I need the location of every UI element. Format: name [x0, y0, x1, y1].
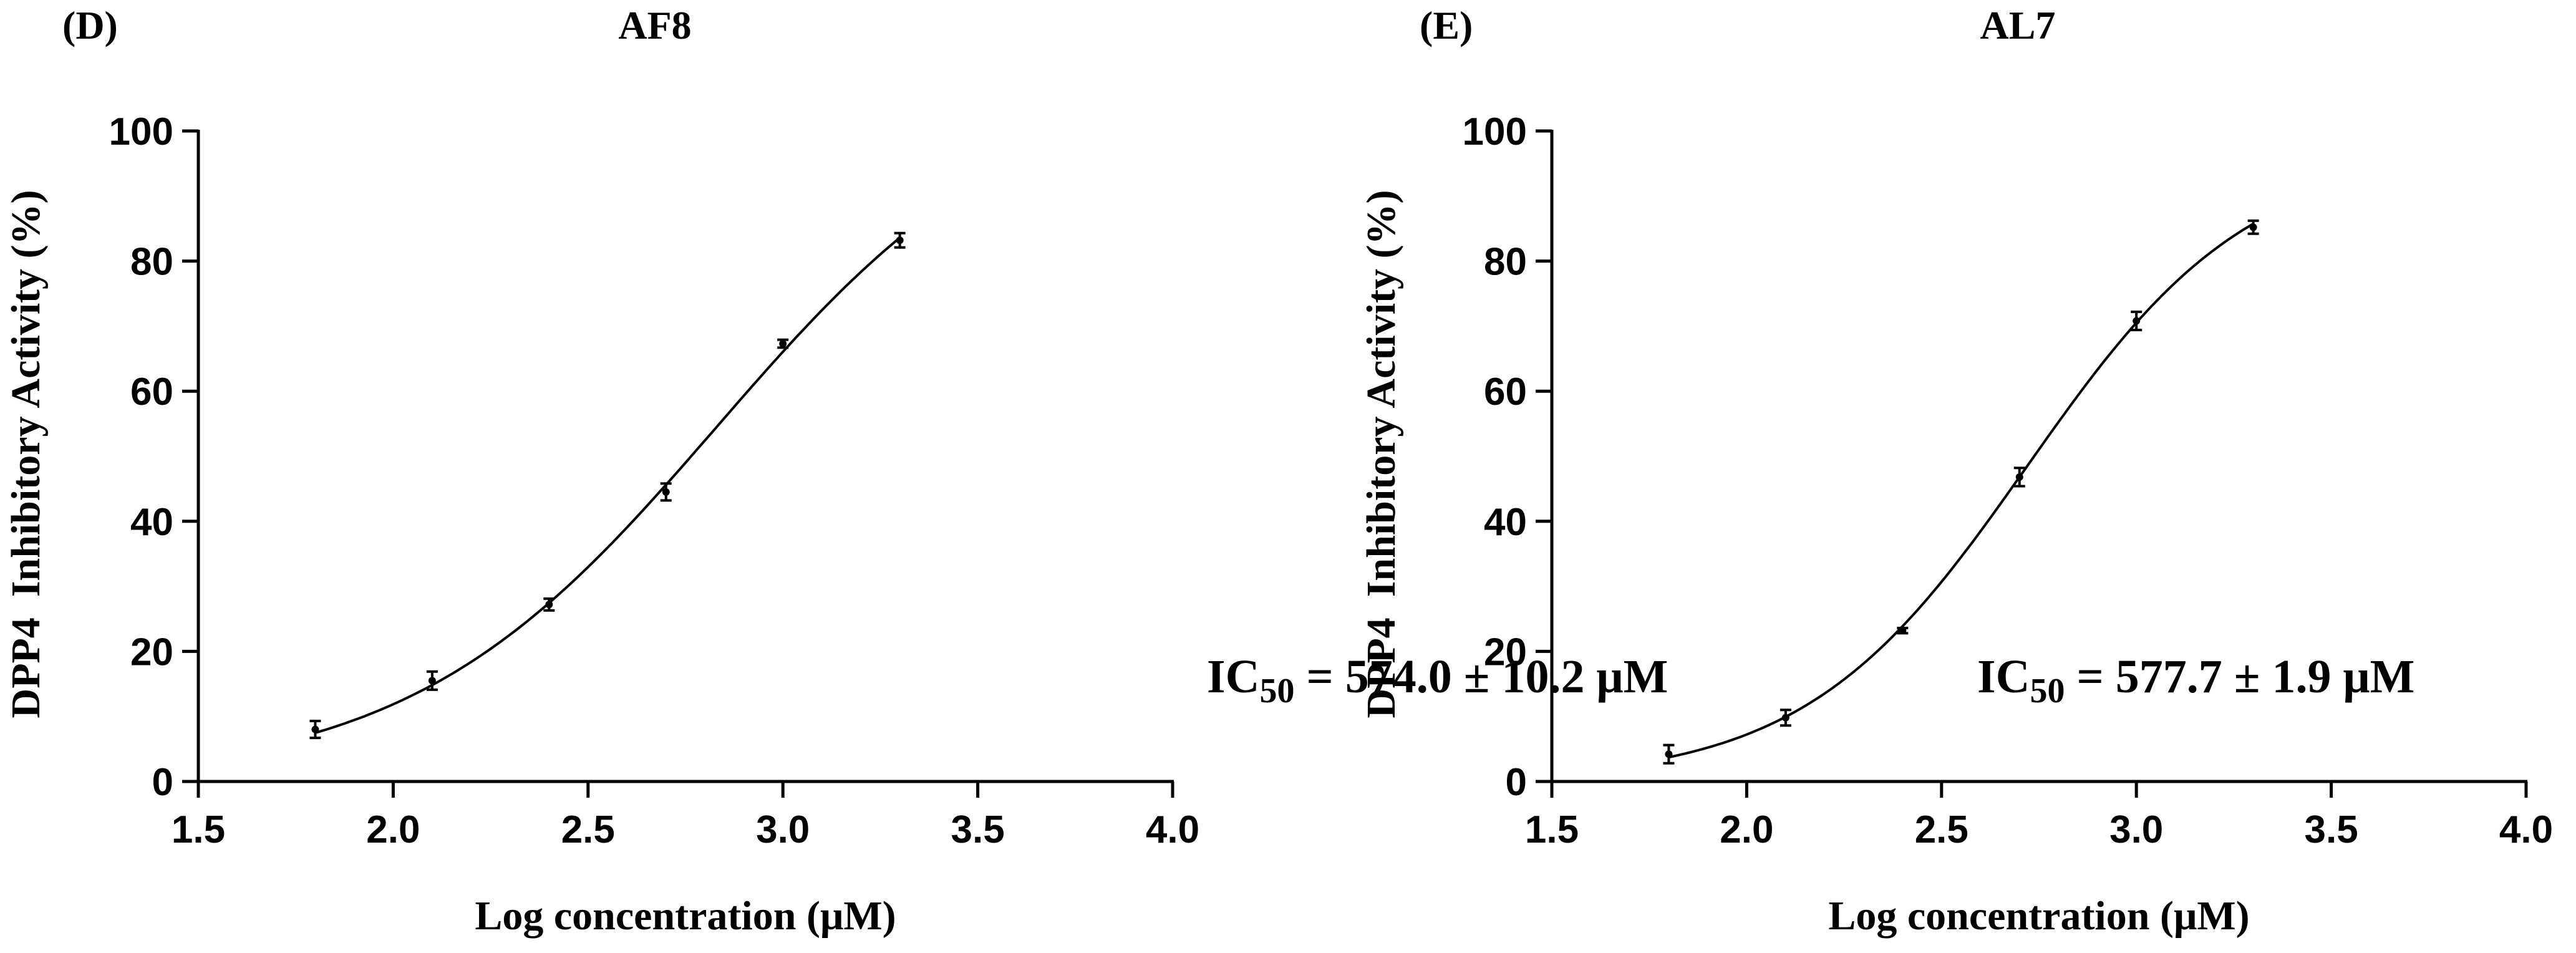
data-point [1899, 627, 1907, 635]
chart-title: AL7 [1980, 3, 2056, 47]
x-axis-label: Log concentration (μM) [1828, 893, 2249, 939]
x-tick-label: 3.5 [2304, 808, 2358, 851]
data-point [779, 340, 787, 348]
ic50-annotation: IC50 = 577.7 ± 1.9 μM [1977, 651, 2414, 710]
x-tick-label: 4.0 [1146, 808, 1199, 851]
x-axis-label: Log concentration (μM) [475, 893, 896, 939]
y-tick-label: 20 [130, 631, 173, 674]
y-tick-label: 80 [130, 241, 173, 284]
ic50-subscript: 50 [1259, 672, 1294, 710]
data-point [311, 725, 319, 733]
y-tick-label: 80 [1484, 241, 1527, 284]
x-tick-label: 2.0 [366, 808, 420, 851]
data-point [1665, 750, 1673, 758]
x-tick-label: 3.0 [756, 808, 810, 851]
panel-al7: (E) AL7 1.5 2.0 2.5 3.0 3.5 4.0 0 20 40 60 80 100 Log … [1358, 3, 2553, 939]
y-tick-label: 100 [109, 110, 173, 153]
data-point [896, 236, 904, 244]
ic50-value: = 577.7 ± 1.9 μM [2065, 651, 2414, 703]
panel-label: (D) [62, 3, 118, 47]
data-point [662, 488, 670, 496]
ic50-annotation: IC50 = 574.0 ± 10.2 μM [1207, 651, 1668, 710]
fit-curve [1668, 222, 2254, 759]
x-tick-label: 2.0 [1720, 808, 1773, 851]
x-tick-label: 3.5 [951, 808, 1004, 851]
ic50-value: = 574.0 ± 10.2 μM [1294, 651, 1668, 703]
ic50-subscript: 50 [2030, 672, 2065, 710]
fit-curve [314, 236, 901, 734]
panel-label: (E) [1420, 3, 1473, 47]
panel-af8: (D) AF8 1.5 2.0 2.5 3.0 3.5 4.0 0 20 40 60 80 100 Log … [3, 3, 1668, 939]
y-axis-label: DPP4 Inhibitory Activity (%) [3, 190, 49, 718]
data-point [545, 601, 553, 609]
y-tick-label: 0 [1506, 761, 1527, 804]
data-point [1781, 714, 1789, 722]
data-point [2249, 223, 2257, 231]
y-tick-label: 60 [130, 370, 173, 414]
x-tick-label: 2.5 [1915, 808, 1968, 851]
y-tick-label: 60 [1484, 370, 1527, 414]
ic50-prefix: IC [1207, 651, 1259, 703]
data-point [2133, 317, 2141, 325]
y-tick-label: 20 [1484, 631, 1527, 674]
x-tick-label: 2.5 [561, 808, 615, 851]
y-tick-label: 40 [130, 501, 173, 544]
x-tick-label: 4.0 [2499, 808, 2553, 851]
x-tick-label: 1.5 [1525, 808, 1579, 851]
y-axis-label: DPP4 Inhibitory Activity (%) [1358, 190, 1404, 718]
x-tick-label: 1.5 [172, 808, 225, 851]
ic50-prefix: IC [1977, 651, 2030, 703]
data-point [428, 677, 436, 685]
y-tick-label: 40 [1484, 501, 1527, 544]
y-tick-label: 100 [1463, 110, 1527, 153]
x-tick-label: 3.0 [2109, 808, 2163, 851]
chart-title: AF8 [618, 3, 691, 47]
data-point [2015, 473, 2023, 481]
y-tick-label: 0 [152, 761, 173, 804]
